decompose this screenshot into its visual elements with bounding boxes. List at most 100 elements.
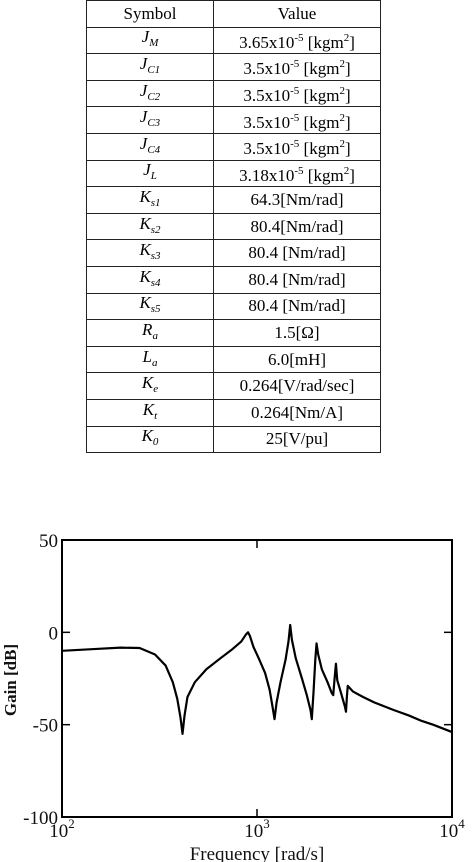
value-cell: 25[V/pu]: [213, 425, 381, 454]
symbol-cell: Ra: [86, 319, 214, 347]
symbol-cell: Ks4: [86, 265, 214, 294]
symbol-subscript: t: [154, 409, 158, 422]
symbol: J: [139, 53, 148, 73]
symbol: K: [141, 373, 154, 393]
symbol-cell: K0: [86, 425, 214, 454]
value-unit-exp: 2: [343, 164, 350, 177]
value-unit: [kgm: [303, 165, 344, 185]
table-row: JC4 3.5x10-5 [kgm2]: [86, 132, 381, 161]
x-tick-exponent: 3: [263, 816, 270, 831]
x-tick-exponent: 2: [68, 816, 75, 831]
x-axis-label: Frequency [rad/s]: [190, 844, 325, 862]
symbol: J: [139, 133, 148, 153]
table-row: Kt 0.264[Nm/A]: [86, 398, 381, 427]
symbol: K: [142, 399, 155, 419]
symbol-subscript: C1: [147, 63, 161, 76]
symbol: J: [139, 80, 148, 100]
plot-frame: [61, 539, 453, 818]
value-unit: [kgm: [303, 32, 344, 52]
symbol-subscript: e: [153, 383, 159, 396]
value-unit: [kgm: [299, 139, 340, 159]
table-row: JM 3.65x10-5 [kgm2]: [86, 26, 381, 55]
value-exp: -5: [290, 58, 300, 71]
table-row: JC2 3.5x10-5 [kgm2]: [86, 79, 381, 108]
symbol-subscript: s5: [150, 303, 161, 316]
symbol-cell: Ks2: [86, 212, 214, 241]
symbol: L: [142, 346, 152, 366]
value-cell: 3.5x10-5 [kgm2]: [213, 106, 381, 134]
value-post: ]: [349, 165, 355, 185]
symbol-subscript: M: [149, 37, 159, 50]
value-cell: 3.65x10-5 [kgm2]: [213, 26, 381, 55]
symbol-cell: JC3: [86, 106, 214, 134]
value-pre: 0.264[Nm/A]: [250, 402, 344, 422]
value-pre: 80.4 [Nm/rad]: [248, 243, 346, 263]
header-cell: Symbol: [86, 0, 214, 28]
y-tick-label: -50: [33, 716, 58, 737]
value-unit-exp: 2: [339, 58, 345, 71]
value-pre: 3.5x10: [243, 112, 291, 132]
x-tick-base: 10: [49, 821, 68, 842]
x-tick-label: 102: [49, 816, 75, 842]
table-body: JM 3.65x10-5 [kgm2] JC1 3.5x10-5 [kgm2] JC2 3…: [86, 26, 381, 454]
symbol: J: [141, 27, 150, 47]
symbol-cell: Kt: [86, 398, 214, 427]
value-cell: 80.4[Nm/rad]: [213, 212, 381, 241]
value-post: ]: [344, 112, 351, 132]
symbol: K: [139, 186, 151, 206]
value-pre: 3.5x10: [243, 86, 291, 106]
value-pre: 80.4[Nm/rad]: [250, 216, 344, 236]
x-tick-base: 10: [244, 821, 263, 842]
symbol-cell: JC2: [86, 79, 214, 108]
value-pre: 3.5x10: [243, 59, 291, 79]
x-tick-label: 104: [439, 816, 465, 842]
value-unit: [kgm: [299, 112, 340, 132]
table-row: JC1 3.5x10-5 [kgm2]: [86, 53, 381, 81]
y-tick-label: 0: [49, 623, 59, 644]
value-pre: 64.3[Nm/rad]: [250, 189, 344, 209]
symbol: K: [139, 213, 151, 233]
table-row: JL 3.18x10-5 [kgm2]: [86, 159, 381, 188]
symbol-cell: Ke: [86, 372, 214, 400]
x-tick-exponent: 4: [458, 816, 465, 831]
symbol-subscript: s3: [150, 250, 161, 263]
value-pre: 25[V/pu]: [265, 429, 329, 449]
value-pre: 80.4 [Nm/rad]: [248, 269, 346, 289]
value-cell: 80.4 [Nm/rad]: [213, 239, 381, 267]
value-cell: 3.18x10-5 [kgm2]: [213, 159, 381, 188]
value-exp: -5: [290, 138, 300, 151]
value-pre: 0.264[V/rad/sec]: [239, 376, 355, 396]
value-post: ]: [344, 139, 351, 159]
value-unit-exp: 2: [339, 111, 345, 124]
symbol: K: [139, 293, 151, 313]
value-cell: 64.3[Nm/rad]: [213, 186, 381, 214]
symbol-subscript: a: [152, 329, 158, 342]
symbol-cell: Ks3: [86, 239, 214, 267]
value-exp: -5: [294, 31, 304, 44]
value-unit-exp: 2: [339, 85, 345, 98]
value-pre: 1.5[Ω]: [274, 322, 320, 342]
symbol-subscript: L: [150, 170, 157, 183]
symbol: J: [139, 107, 148, 127]
symbol-subscript: C4: [147, 143, 161, 156]
y-tick-label: 50: [39, 531, 58, 552]
value-unit: [kgm: [299, 59, 340, 79]
symbol-subscript: 0: [152, 436, 159, 449]
table-row: Ks4 80.4 [Nm/rad]: [86, 265, 381, 294]
gain-line: [61, 623, 453, 735]
x-tick-label: 103: [244, 816, 270, 842]
symbol: K: [139, 240, 151, 260]
value-exp: -5: [290, 85, 300, 98]
table-row: K0 25[V/pu]: [86, 425, 381, 454]
table-row: Ks2 80.4[Nm/rad]: [86, 212, 381, 241]
symbol: K: [141, 426, 153, 446]
value-cell: 3.5x10-5 [kgm2]: [213, 53, 381, 81]
value-cell: 0.264[Nm/A]: [213, 398, 381, 427]
symbol: R: [142, 319, 153, 339]
table-row: Ks3 80.4 [Nm/rad]: [86, 239, 381, 267]
table-row: Ra 1.5[Ω]: [86, 319, 381, 347]
value-cell: 80.4 [Nm/rad]: [213, 265, 381, 294]
value-unit: [kgm: [299, 86, 340, 106]
